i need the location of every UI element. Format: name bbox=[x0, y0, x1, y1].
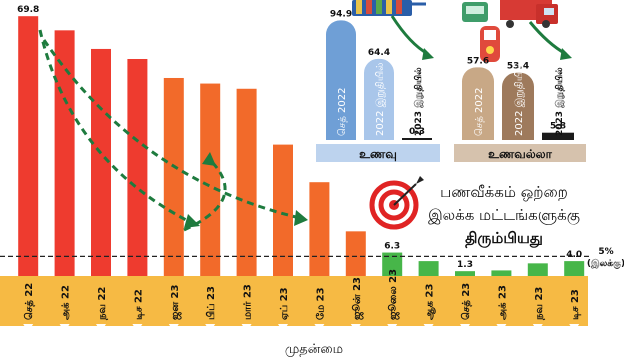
inset-1-bar-base-1 bbox=[502, 124, 534, 140]
x-tick-1: அக் 22 bbox=[61, 285, 72, 320]
inset-1-value-1: 53.4 bbox=[507, 62, 529, 72]
inset-food-title-band bbox=[316, 144, 440, 162]
x-tick-7: ஏப் 23 bbox=[279, 287, 290, 320]
inset-0-bar-1 bbox=[364, 58, 394, 140]
threshold-sublabel: (இலக்கு) bbox=[587, 258, 624, 270]
value-label-0: 69.8 bbox=[17, 5, 39, 15]
category-band bbox=[0, 276, 588, 326]
x-tick-marker-3 bbox=[132, 324, 143, 332]
bar-12 bbox=[455, 271, 475, 276]
x-tick-5: பிப் 23 bbox=[205, 286, 217, 320]
inset-0-value-1: 64.4 bbox=[368, 48, 390, 58]
inset-nonfood-title-band bbox=[454, 144, 586, 162]
bar-15 bbox=[564, 261, 585, 276]
bar-2 bbox=[91, 48, 111, 276]
bar-8 bbox=[309, 182, 330, 276]
inset-1-label-1: 2022 இறுதியில் bbox=[514, 63, 525, 136]
value-label-15: 4.0 bbox=[566, 250, 582, 260]
bar-1 bbox=[54, 30, 75, 277]
value-label-12: 1.3 bbox=[457, 260, 473, 270]
x-tick-10: ஜூலை 23 bbox=[387, 269, 400, 320]
inset-1-value-0: 57.6 bbox=[467, 56, 489, 66]
x-tick-marker-1 bbox=[59, 324, 70, 332]
x-tick-marker-15 bbox=[569, 324, 580, 332]
inset-0-bar-base-1 bbox=[364, 124, 394, 140]
trend-arrow-2 bbox=[42, 39, 301, 220]
inset-0-label-2: 2023 இறுதியில் bbox=[413, 67, 424, 136]
bar-6 bbox=[236, 88, 257, 277]
x-tick-14: நவ 23 bbox=[534, 287, 545, 321]
headline-line-2: இலக்க மட்டங்களுக்கு bbox=[428, 206, 580, 225]
inset-1-bar-2 bbox=[542, 132, 574, 140]
trend-arrow-1 bbox=[38, 29, 191, 224]
value-label-10: 6.3 bbox=[384, 242, 400, 252]
x-tick-marker-13 bbox=[496, 324, 507, 332]
x-tick-marker-11 bbox=[423, 324, 434, 332]
target-icon bbox=[369, 176, 424, 230]
x-tick-marker-4 bbox=[168, 324, 179, 332]
x-tick-9: ஜூன் 23 bbox=[351, 277, 364, 320]
x-tick-marker-12 bbox=[460, 324, 470, 332]
x-tick-0: செத் 22 bbox=[23, 283, 35, 320]
inset-0-label-1: 2022 இறுதியில் bbox=[375, 63, 386, 136]
bar-9 bbox=[345, 231, 366, 276]
x-tick-marker-14 bbox=[532, 324, 543, 332]
bar-3 bbox=[127, 58, 148, 276]
x-tick-marker-2 bbox=[96, 324, 106, 332]
x-tick-12: செத் 23 bbox=[460, 283, 472, 320]
x-tick-2: நவ 22 bbox=[97, 287, 108, 321]
trend-arrows bbox=[38, 29, 308, 232]
inset-0-bar-base-0 bbox=[326, 124, 356, 140]
headline-line-3: திரும்பியது bbox=[465, 229, 543, 248]
bar-7 bbox=[273, 144, 293, 276]
inset-1-bar-base-0 bbox=[462, 124, 494, 140]
bar-11 bbox=[418, 261, 439, 276]
x-tick-marker-10 bbox=[387, 324, 398, 332]
trend-arrow-1-head bbox=[184, 214, 200, 228]
inset-0-value-2: 0.3 bbox=[409, 127, 425, 137]
inset-0-value-0: 94.9 bbox=[330, 9, 352, 19]
bar-5 bbox=[200, 83, 221, 276]
x-tick-marker-6 bbox=[241, 324, 252, 332]
inset-nonfood-title: உணவல்லா bbox=[488, 147, 553, 161]
bar-13 bbox=[491, 270, 512, 276]
x-tick-8: மே 23 bbox=[314, 287, 326, 320]
inset-food-title: உணவு bbox=[359, 147, 397, 161]
x-tick-13: அக் 23 bbox=[497, 285, 508, 320]
inset-1-bar-0 bbox=[462, 67, 494, 140]
x-tick-marker-5 bbox=[205, 324, 216, 332]
bar-4 bbox=[163, 77, 184, 276]
basket-icon bbox=[352, 0, 426, 16]
trend-arrow-3 bbox=[183, 158, 227, 232]
trend-arrow-3-head bbox=[202, 152, 216, 166]
x-tick-marker-0 bbox=[23, 324, 34, 332]
x-tick-marker-7 bbox=[278, 324, 288, 332]
x-tick-4: ஜன 23 bbox=[170, 285, 182, 320]
inset-1-label-0: செத் 2022 bbox=[474, 88, 485, 136]
bar-0 bbox=[18, 16, 39, 276]
inset-0-bar-2 bbox=[402, 138, 432, 140]
inset-1-label-2: 2023 இறுதியில் bbox=[554, 67, 565, 136]
trend-arrow-2-head bbox=[294, 210, 308, 226]
bar-10 bbox=[382, 252, 403, 276]
inset-0-bar-0 bbox=[326, 20, 356, 140]
inset-1-bar-1 bbox=[502, 72, 534, 140]
x-tick-11: ஆக 23 bbox=[425, 284, 436, 320]
x-tick-marker-9 bbox=[350, 324, 361, 332]
x-tick-marker-8 bbox=[314, 324, 325, 332]
inset-0-label-0: செத் 2022 bbox=[337, 88, 348, 136]
headline-line-1: பணவீக்கம் ஒற்றை bbox=[440, 183, 568, 201]
x-tick-6: மார் 23 bbox=[243, 284, 254, 320]
fuel-truck-icon bbox=[462, 0, 558, 62]
bar-14 bbox=[527, 263, 548, 276]
inset-1-value-2: 5.8 bbox=[550, 122, 566, 132]
threshold-label: 5% bbox=[598, 247, 613, 257]
x-axis-title: முதன்மை bbox=[285, 342, 343, 357]
x-tick-15: டிச 23 bbox=[570, 289, 581, 320]
x-tick-3: டிச 22 bbox=[133, 289, 144, 320]
